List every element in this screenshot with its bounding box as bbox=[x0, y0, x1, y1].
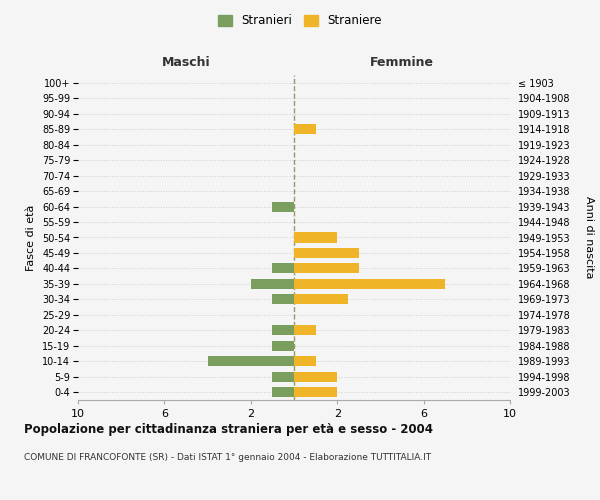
Bar bbox=[294, 248, 359, 258]
Text: Popolazione per cittadinanza straniera per età e sesso - 2004: Popolazione per cittadinanza straniera p… bbox=[24, 422, 433, 436]
Text: Femmine: Femmine bbox=[370, 56, 434, 69]
Bar bbox=[294, 372, 337, 382]
Y-axis label: Anni di nascita: Anni di nascita bbox=[584, 196, 594, 279]
Bar bbox=[294, 124, 316, 134]
Bar bbox=[294, 279, 445, 289]
Bar bbox=[272, 202, 294, 211]
Legend: Stranieri, Straniere: Stranieri, Straniere bbox=[214, 11, 386, 31]
Bar bbox=[272, 294, 294, 304]
Bar bbox=[294, 294, 348, 304]
Bar bbox=[294, 356, 316, 366]
Text: Maschi: Maschi bbox=[161, 56, 211, 69]
Bar bbox=[294, 264, 359, 274]
Bar bbox=[272, 264, 294, 274]
Bar bbox=[251, 279, 294, 289]
Bar bbox=[294, 232, 337, 242]
Bar bbox=[272, 387, 294, 398]
Text: COMUNE DI FRANCOFONTE (SR) - Dati ISTAT 1° gennaio 2004 - Elaborazione TUTTITALI: COMUNE DI FRANCOFONTE (SR) - Dati ISTAT … bbox=[24, 452, 431, 462]
Y-axis label: Fasce di età: Fasce di età bbox=[26, 204, 37, 270]
Bar bbox=[294, 326, 316, 336]
Bar bbox=[208, 356, 294, 366]
Bar bbox=[272, 341, 294, 351]
Bar bbox=[272, 326, 294, 336]
Bar bbox=[294, 387, 337, 398]
Bar bbox=[272, 372, 294, 382]
